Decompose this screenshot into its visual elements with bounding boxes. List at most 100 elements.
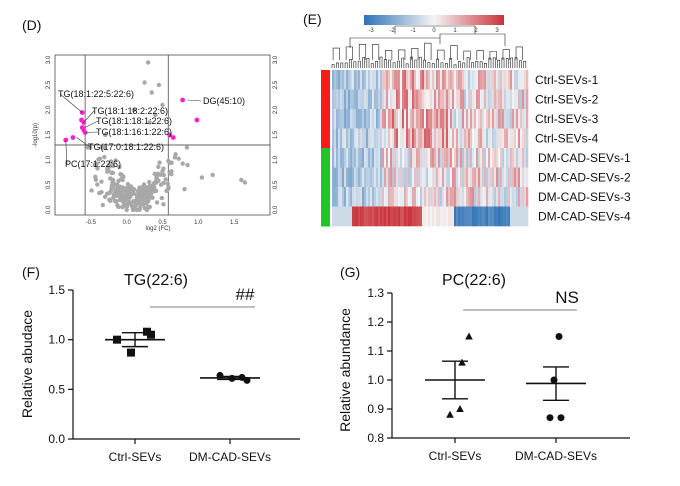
heatmap-cell	[476, 187, 479, 207]
heatmap-cell	[364, 70, 367, 90]
heatmap-cell	[490, 128, 493, 149]
panel-label-g: (G)	[340, 264, 360, 280]
heatmap-cell	[336, 109, 339, 129]
pc-y-axis-label: Relative abundance	[337, 308, 353, 432]
heatmap-cell	[470, 128, 473, 149]
heatmap-cell	[514, 148, 517, 168]
heatmap-cell	[426, 167, 429, 188]
volcano-y-tick-right: 1.0	[273, 155, 279, 164]
heatmap-cell	[444, 109, 447, 129]
heatmap-cell	[340, 187, 343, 207]
panel-label-e: (E)	[303, 11, 322, 27]
heatmap-cell	[480, 89, 483, 110]
heatmap-cell	[350, 206, 353, 227]
heatmap-cell	[396, 187, 399, 207]
heatmap-cell	[502, 187, 505, 207]
heatmap-cell	[452, 148, 455, 168]
heatmap-cell	[338, 167, 341, 188]
heatmap-cell	[456, 70, 459, 90]
heatmap-cell	[366, 70, 369, 90]
volcano-point	[117, 188, 123, 193]
heatmap-cell	[440, 128, 443, 149]
heatmap-group-bar	[321, 148, 330, 168]
heatmap-cell	[444, 167, 447, 188]
heatmap-cell	[462, 70, 465, 90]
heatmap-cell	[418, 187, 421, 207]
heatmap-cell	[380, 206, 383, 227]
volcano-point	[150, 184, 156, 189]
volcano-point	[169, 160, 174, 165]
heatmap-cell	[340, 109, 343, 129]
heatmap-cell	[480, 109, 483, 129]
volcano-y-tick-right: 2.0	[273, 105, 279, 114]
heatmap-cell	[382, 89, 385, 110]
heatmap-cell	[496, 89, 499, 110]
heatmap-cell	[374, 70, 377, 90]
heatmap-cell	[466, 70, 469, 90]
heatmap-cell	[332, 167, 335, 188]
volcano-highlight-point	[170, 135, 176, 140]
heatmap-cell	[356, 128, 359, 149]
volcano-point	[97, 190, 102, 196]
volcano-y-tick-right: 0.5	[273, 180, 279, 189]
heatmap-cell	[390, 187, 393, 207]
heatmap-cell	[344, 109, 347, 129]
heatmap-cell	[356, 167, 359, 188]
volcano-point	[117, 164, 122, 170]
heatmap-cell	[378, 128, 381, 149]
heatmap-cell	[524, 148, 527, 168]
heatmap-cell	[358, 89, 361, 110]
volcano-annotation: TG(17:0:18:1:22:6)	[88, 142, 164, 152]
heatmap-cell	[376, 109, 379, 129]
heatmap-cell	[466, 206, 469, 227]
volcano-y-tick-left: 0.0	[46, 205, 52, 214]
volcano-point	[149, 90, 154, 95]
heatmap-cell	[380, 89, 383, 110]
volcano-x-tick: 0.5	[158, 220, 167, 226]
heatmap-cell	[404, 206, 407, 227]
volcano-point	[142, 80, 147, 85]
heatmap-cell	[510, 148, 513, 168]
heatmap-cell	[334, 128, 337, 149]
heatmap-cell	[486, 128, 489, 149]
heatmap-cell	[474, 89, 477, 110]
heatmap-cell	[352, 167, 355, 188]
volcano-point	[150, 195, 155, 200]
heatmap-cell	[408, 89, 411, 110]
heatmap-cell	[488, 89, 491, 110]
heatmap-cell	[420, 128, 423, 149]
heatmap-cell	[490, 167, 493, 188]
heatmap-cell	[506, 109, 509, 129]
heatmap-cell	[492, 167, 495, 188]
heatmap-cell	[386, 206, 389, 227]
heatmap-cell	[478, 128, 481, 149]
heatmap-cell	[410, 128, 413, 149]
heatmap-cell	[400, 167, 403, 188]
heatmap-cell	[348, 109, 351, 129]
volcano-point	[161, 172, 167, 178]
heatmap-cell	[394, 206, 397, 227]
heatmap-cell	[372, 128, 375, 149]
heatmap-cell	[354, 109, 357, 129]
heatmap-row-label: DM-CAD-SEVs-1	[538, 151, 631, 165]
heatmap-cell	[374, 89, 377, 110]
heatmap-cell	[468, 187, 471, 207]
heatmap-cell	[516, 148, 519, 168]
heatmap-cell	[380, 128, 383, 149]
heatmap-cell	[468, 89, 471, 110]
x-tick-label: Ctrl-SEVs	[109, 450, 162, 464]
heatmap-cell	[386, 128, 389, 149]
heatmap-cell	[474, 70, 477, 90]
heatmap-cell	[454, 148, 457, 168]
heatmap-cell	[450, 70, 453, 90]
heatmap-cell	[452, 89, 455, 110]
heatmap-cell	[506, 89, 509, 110]
volcano-point	[169, 169, 174, 174]
heatmap-cell	[468, 128, 471, 149]
volcano-point	[137, 190, 142, 195]
heatmap-cell	[372, 148, 375, 168]
volcano-point	[102, 132, 108, 138]
heatmap-cell	[442, 187, 445, 207]
heatmap-cell	[504, 70, 507, 90]
volcano-point	[154, 200, 160, 205]
